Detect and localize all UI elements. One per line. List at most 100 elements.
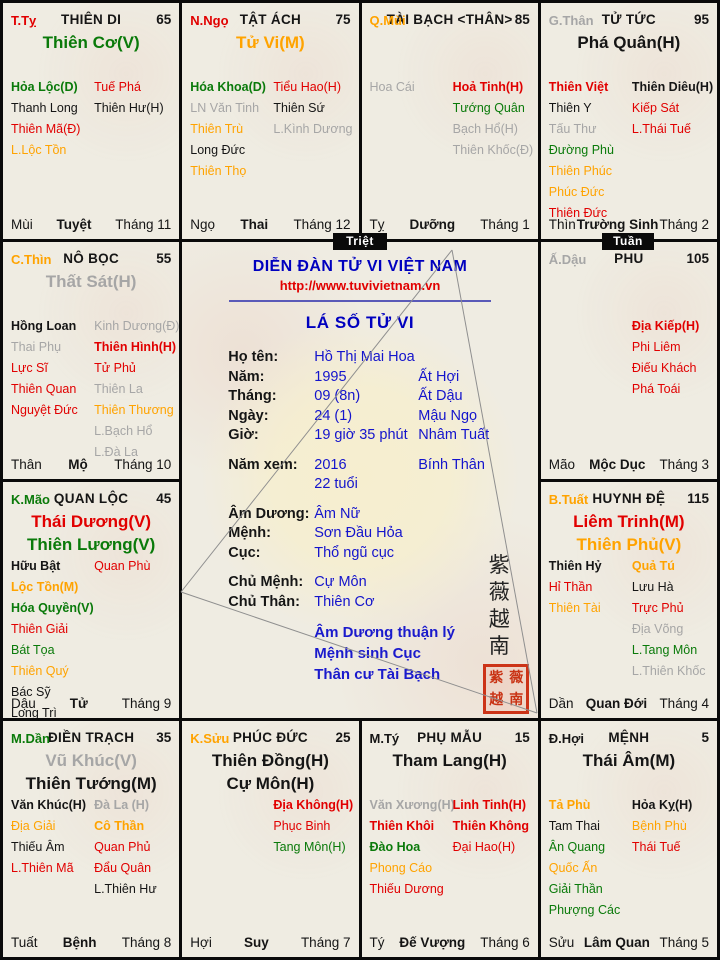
major-star: Thất Sát(H)	[45, 272, 137, 292]
palace-footer: Tý Đế Vượng Tháng 6	[370, 935, 530, 950]
major-stars: Tử Vi(M)	[182, 31, 358, 54]
footer-branch: Dần	[548, 695, 574, 711]
info-row: 22 tuổi	[228, 475, 538, 495]
star-label: Tuế Phá	[94, 80, 141, 94]
palace-name: PHỤ MẪU	[417, 729, 483, 745]
minor-stars-right: Linh Tinh(H) Thiên Không Đại Hao(H)	[453, 795, 536, 900]
palace-footer: Tuất Bệnh Tháng 8	[11, 935, 171, 950]
star-label: L.Thiên Mã	[11, 860, 74, 875]
star-label: Ân Quang	[548, 839, 606, 854]
star-label: Hỏa Lộc(D)	[11, 80, 78, 94]
star-label: Hữu Bật	[11, 558, 61, 573]
star-label: L.Thái Tuế	[631, 122, 691, 136]
major-stars: Phá Quân(H)	[541, 31, 717, 54]
major-star: Cự Môn(H)	[226, 773, 315, 793]
minor-stars: Địa Không(H) Phục Binh Tang Môn(H)	[190, 795, 356, 858]
star-label: Phúc Đức	[548, 185, 605, 199]
palace-header: N.Ngọ TẬT ÁCH 75	[182, 12, 358, 30]
center-info-panel: DIỄN ĐÀN TỬ VI VIỆT NAM http://www.tuviv…	[182, 242, 538, 718]
info-canchi: Nhâm Tuất	[418, 427, 490, 444]
footer-branch: Sửu	[548, 935, 575, 950]
palace-header: M.Dần ĐIỀN TRẠCH 35	[3, 730, 179, 748]
star-label: Thiên Y	[548, 101, 592, 115]
star-label: Địa Không(H)	[273, 797, 354, 812]
stem-branch-label: M.Dần	[11, 730, 50, 746]
major-star: Thiên Tướng(M)	[25, 773, 157, 793]
star-label: Địa Võng	[631, 621, 684, 636]
palace-name: MỆNH	[608, 729, 650, 745]
star-label: Thiên Phúc	[548, 164, 612, 178]
major-stars: Thái Dương(V) Thiên Lương(V)	[3, 510, 179, 556]
palace-header: M.Tý PHỤ MẪU 15	[362, 730, 538, 748]
footer-life-stage: Đế Vượng	[399, 935, 466, 950]
info-row: Họ tên: Hồ Thị Mai Hoa	[228, 348, 538, 368]
info-label: Mệnh:	[228, 525, 271, 542]
star-label: Bác Sỹ	[11, 684, 51, 699]
palace-phuc-duc: K.Sửu PHÚC ĐỨC 25 Thiên Đồng(H) Cự Môn(H) Địa…	[182, 720, 359, 957]
star-label: Thiên Việt	[548, 80, 609, 94]
star-label: Thiên Thọ	[190, 164, 247, 178]
footer-branch: Tý	[369, 935, 385, 950]
star-label: Thiên Hình(H)	[94, 340, 177, 355]
star-label: Phong Cáo	[369, 860, 433, 875]
tuan-badge: Tuần	[602, 233, 654, 250]
star-label: Tiểu Hao(H)	[273, 80, 341, 94]
star-label: Văn Khúc(H)	[11, 797, 86, 812]
minor-stars: Hoa Cái Hoả Tinh(H) Tướng Quân Bạch Hổ(H) Th…	[370, 77, 536, 161]
star-label: Tử Phủ	[94, 361, 136, 376]
palace-header: T.Tỵ THIÊN DI 65	[3, 12, 179, 30]
star-label: LN Văn Tinh	[190, 101, 260, 115]
palace-quan-loc: K.Mão QUAN LỘC 45 Thái Dương(V) Thiên Lương(…	[3, 481, 180, 718]
star-label: Thiên Thương	[94, 403, 174, 418]
major-stars: Thiên Cơ(V)	[3, 31, 179, 54]
star-label: Đẩu Quân	[94, 860, 152, 875]
star-label: Thiên Tài	[548, 600, 601, 615]
palace-header: Đ.Hợi MỆNH 5	[541, 730, 717, 748]
major-star: Thiên Đồng(H)	[211, 750, 329, 770]
info-label	[228, 475, 314, 495]
minor-stars-right: Kinh Dương(Đ) Thiên Hình(H) Tử Phủ Thiên La…	[94, 316, 179, 463]
major-star: Thiên Cơ(V)	[42, 33, 140, 52]
minor-stars: Hồng Loan Thai Phụ Lực Sĩ Thiên Quan Nguyệt …	[11, 316, 179, 463]
info-row: Năm xem: 2016 Bính Thân	[228, 456, 538, 476]
red-seal-stamp: 紫薇越南	[483, 664, 530, 715]
footer-life-stage: Thai	[240, 217, 269, 233]
palace-thien-di: T.Tỵ THIÊN DI 65 Thiên Cơ(V) Hỏa Lộc(D) Thanh…	[3, 3, 180, 240]
palace-name: ĐIỀN TRẠCH	[48, 729, 135, 745]
star-label: Hoả Tinh(H)	[452, 80, 524, 94]
star-label: Thai Phụ	[11, 340, 62, 355]
footer-life-stage: Dưỡng	[409, 217, 456, 233]
palace-tai-bach: Q.Mùi TÀI BẠCH <THÂN> 85 Hoa Cái Hoả Tinh(H)…	[361, 3, 538, 240]
minor-stars-left: Hữu Bật Lộc Tồn(M) Hóa Quyền(V) Thiên Giải B…	[11, 556, 94, 718]
star-label: Thiên Sứ	[273, 101, 325, 115]
info-value: Thiên Cơ	[314, 593, 375, 610]
palace-name: QUAN LỘC	[53, 490, 129, 506]
star-label: Quan Phủ	[94, 839, 151, 854]
info-canchi: Ất Hợi	[418, 368, 460, 385]
star-label: Đại Hao(H)	[452, 839, 516, 854]
palace-phu: Ấ.Dậu PHU 105 Địa Kiếp(H) Phi Liêm Điếu Khách…	[540, 242, 717, 479]
forum-url-link[interactable]: http://www.tuvivietnam.vn	[279, 278, 441, 294]
info-label: Âm Dương:	[228, 505, 310, 522]
palace-huynh-de: B.Tuất HUYNH ĐỆ 115 Liêm Trinh(M) Thiên Phủ(…	[540, 481, 717, 718]
footer-month: Tháng 6	[480, 935, 530, 950]
star-label: Thiên Khôi	[369, 818, 435, 833]
footer-life-stage: Bệnh	[62, 935, 97, 950]
palace-name: TẬT ÁCH	[239, 12, 302, 27]
footer-branch: Mão	[548, 456, 576, 472]
star-label: Quốc Ấn	[548, 860, 598, 875]
footer-branch: Thìn	[548, 217, 576, 233]
stem-branch-label: Ấ.Dậu	[548, 252, 587, 268]
palace-header: K.Mão QUAN LỘC 45	[3, 491, 179, 509]
palace-menh: Đ.Hợi MỆNH 5 Thái Âm(M) Tả Phù Tam Thai Ân Qua…	[540, 720, 717, 957]
info-row: Ngày: 24 (1) Mậu Ngọ	[228, 407, 538, 427]
footer-branch: Tỵ	[369, 217, 385, 233]
major-star: Thái Dương(V)	[31, 511, 152, 531]
calligraphy-char: 南	[488, 634, 510, 659]
star-label: Tướng Quân	[452, 101, 525, 115]
minor-stars-right: Hoả Tinh(H) Tướng Quân Bạch Hổ(H) Thiên Khố…	[453, 77, 536, 161]
major-star: Thái Âm(M)	[582, 750, 676, 770]
minor-stars-right: Tuế Phá Thiên Hư(H)	[94, 77, 177, 161]
footer-life-stage: Tuyệt	[56, 217, 92, 233]
minor-stars-left	[549, 316, 632, 400]
